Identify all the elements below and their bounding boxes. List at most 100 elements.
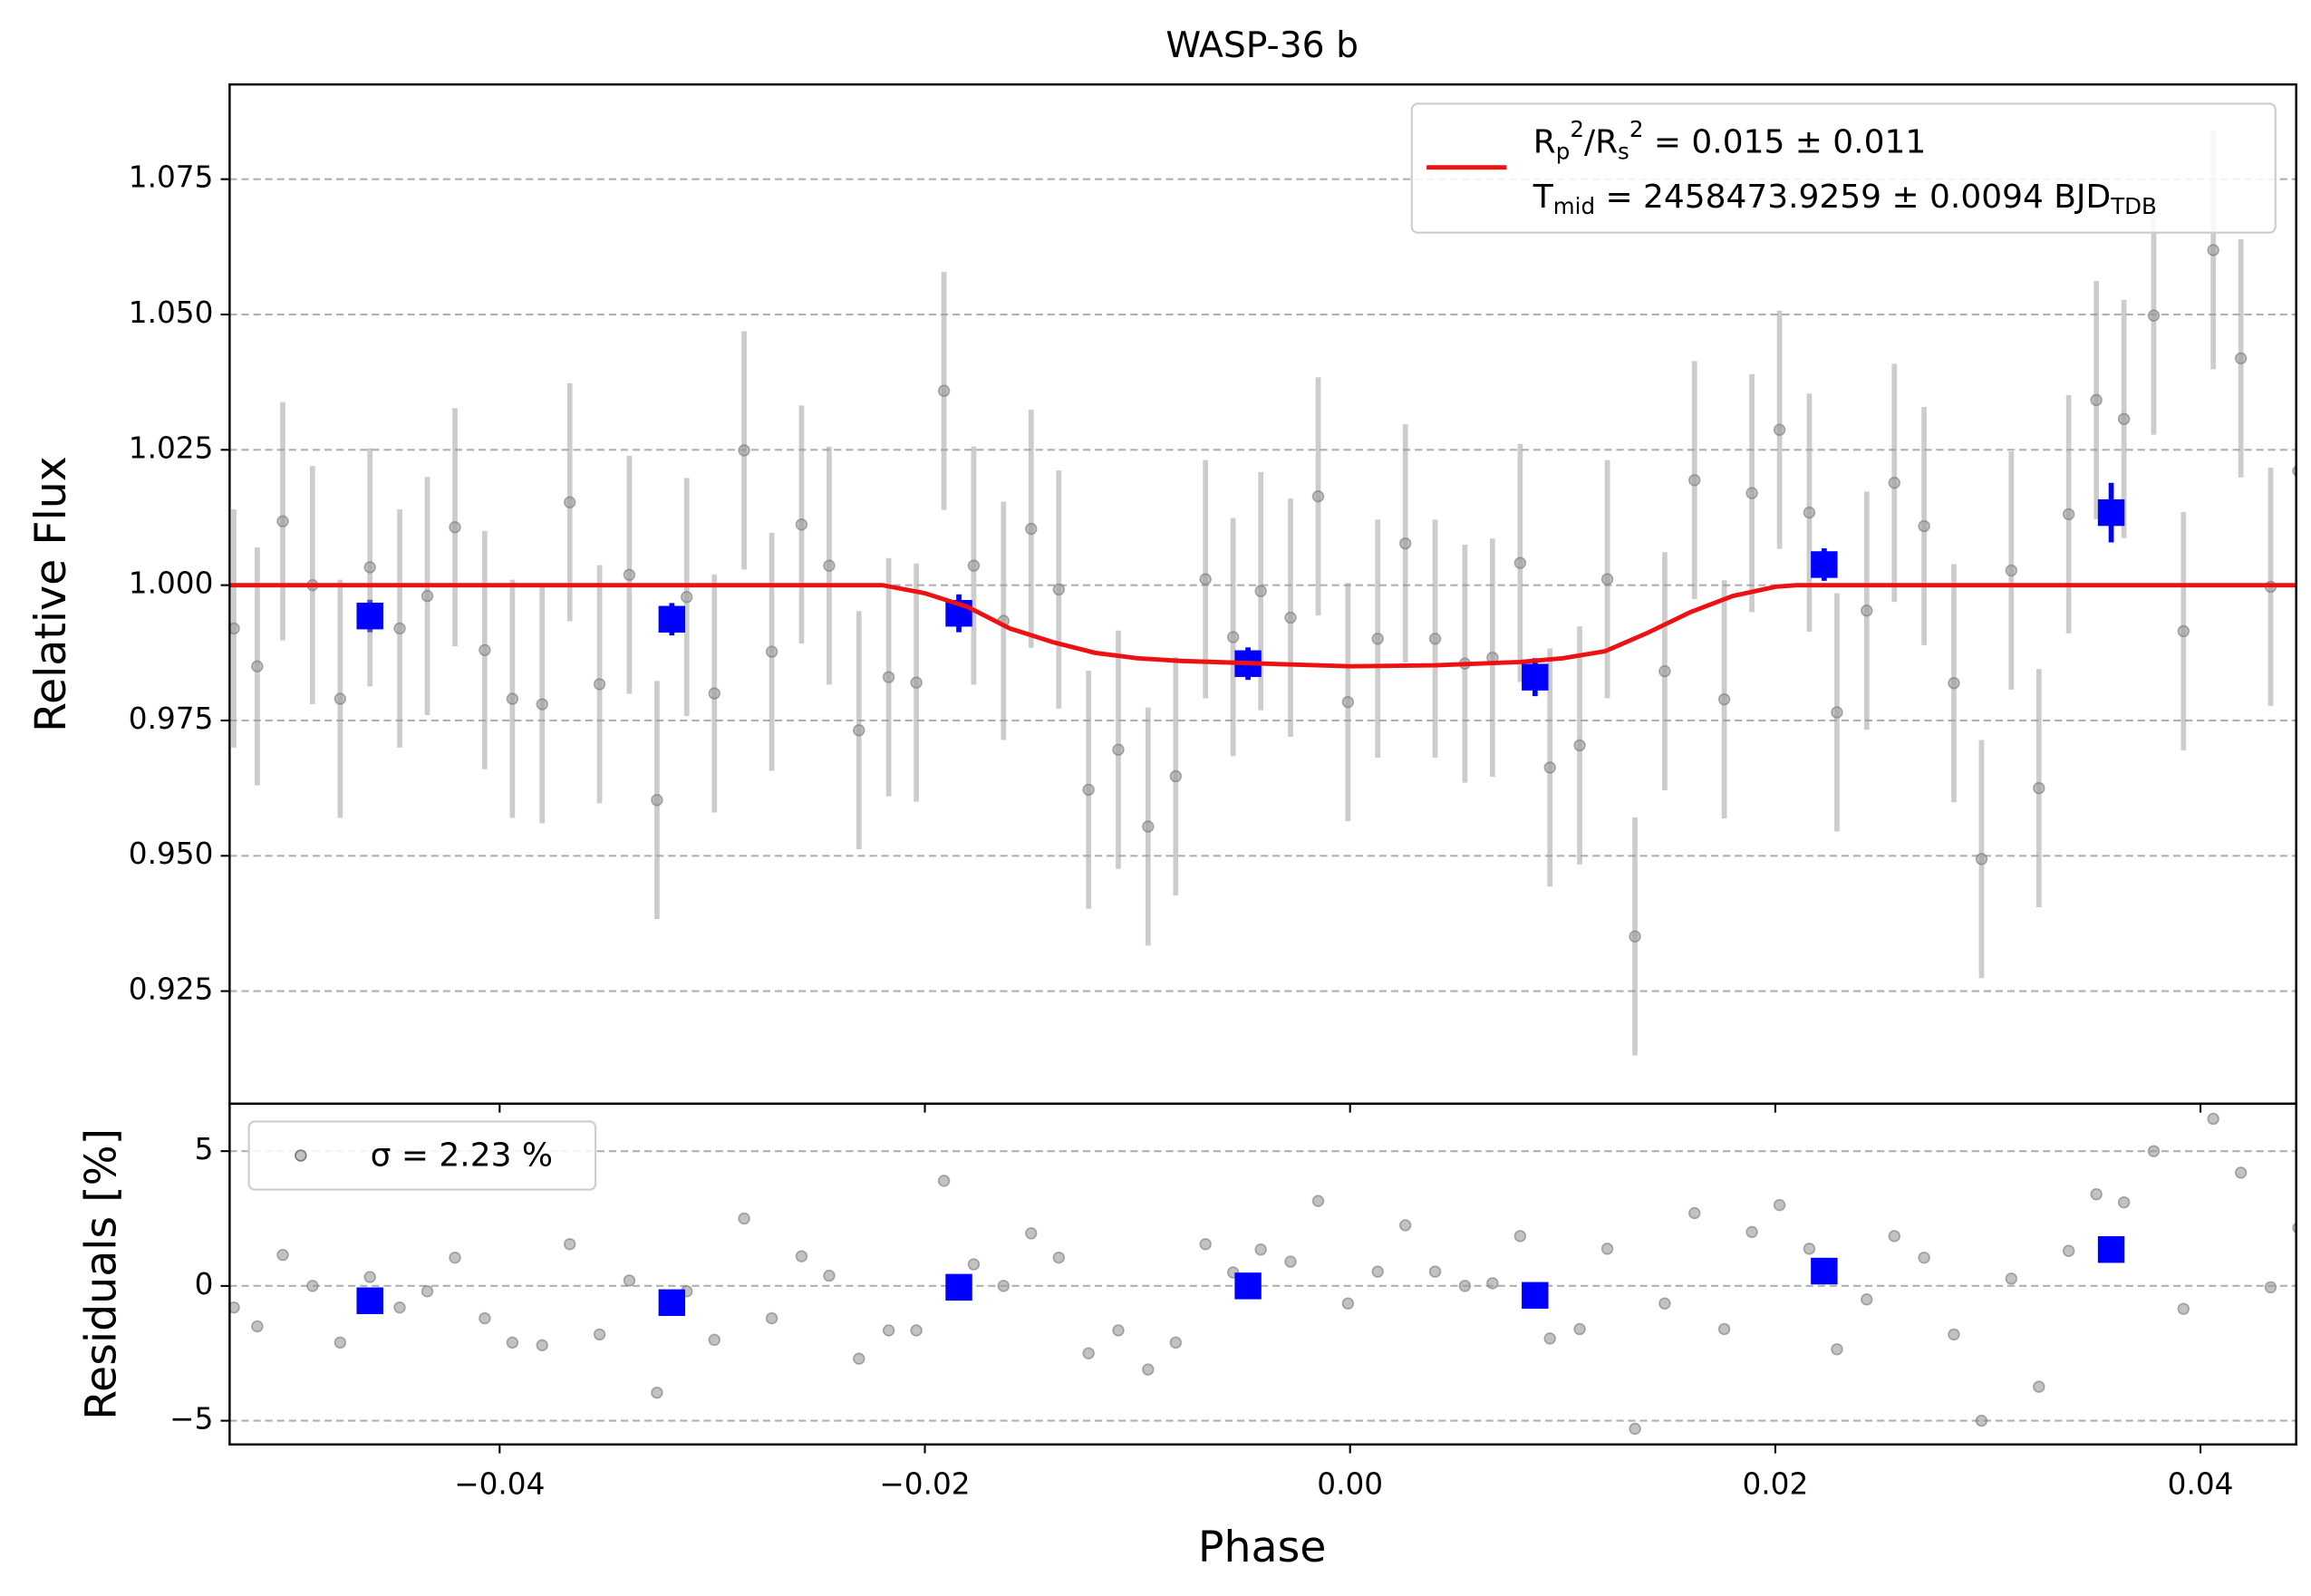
data-point xyxy=(2033,781,2045,795)
x-tick-label: −0.02 xyxy=(879,1467,970,1502)
data-point xyxy=(1888,1230,1900,1243)
data-point xyxy=(1600,573,1614,585)
data-point xyxy=(1803,1243,1816,1255)
data-point xyxy=(2207,244,2219,256)
x-tick-label: 0.00 xyxy=(1317,1467,1383,1502)
chart-title: WASP-36 b xyxy=(1165,25,1359,66)
data-point xyxy=(1254,585,1267,597)
binned-point xyxy=(356,1287,383,1314)
plot-area xyxy=(229,131,2296,1056)
y-tick-label: −5 xyxy=(169,1402,213,1436)
y-axis-label: Relative Flux xyxy=(26,456,76,732)
data-point xyxy=(593,678,606,691)
data-point xyxy=(334,1336,347,1349)
data-point xyxy=(997,1280,1010,1292)
data-point xyxy=(1254,1243,1267,1256)
data-point xyxy=(1513,1230,1527,1243)
data-point xyxy=(2264,1281,2277,1294)
data-point xyxy=(1888,477,1900,489)
data-point xyxy=(536,1339,548,1352)
data-point xyxy=(1052,1251,1065,1264)
data-point xyxy=(1688,474,1701,487)
data-point xyxy=(1284,611,1297,624)
data-point xyxy=(1543,761,1556,774)
axes-frame xyxy=(228,1102,2297,1446)
data-point xyxy=(421,1285,434,1298)
data-point xyxy=(708,687,720,700)
data-point xyxy=(765,645,778,658)
data-point xyxy=(2090,1188,2103,1201)
data-point xyxy=(506,692,519,705)
data-point xyxy=(1918,1251,1930,1264)
data-point xyxy=(2234,1166,2248,1179)
data-point xyxy=(967,1258,981,1271)
x-axis-label: Phase xyxy=(1198,1523,1327,1572)
data-point xyxy=(882,1324,895,1337)
data-point xyxy=(1573,739,1586,752)
data-point xyxy=(1341,1297,1355,1310)
data-point xyxy=(1398,537,1412,550)
data-point xyxy=(2147,1145,2161,1157)
data-point xyxy=(593,1328,606,1341)
binned-point xyxy=(1522,1282,1549,1309)
data-point xyxy=(1052,583,1065,596)
data-point xyxy=(2005,1272,2017,1285)
y-tick-label: 0.925 xyxy=(129,972,214,1007)
data-point xyxy=(937,1175,951,1187)
binned-point xyxy=(658,605,686,633)
data-point xyxy=(882,671,895,683)
data-point xyxy=(251,1320,264,1333)
data-point xyxy=(276,515,289,527)
data-point xyxy=(1975,853,1988,866)
y-tick-label: 0.950 xyxy=(129,837,214,871)
data-point xyxy=(1831,706,1843,719)
data-point xyxy=(1629,930,1641,943)
data-point xyxy=(1717,1322,1731,1336)
binned-point xyxy=(658,1289,686,1317)
y-tick-label: 1.050 xyxy=(129,295,214,330)
data-point xyxy=(1573,1322,1586,1336)
data-point xyxy=(1311,489,1325,503)
data-point xyxy=(795,1250,808,1262)
legend-label: Rp2/Rs2 = 0.015 ± 0.011 xyxy=(1533,116,1926,165)
data-point xyxy=(276,1248,289,1262)
data-point xyxy=(306,1280,319,1292)
data-point xyxy=(536,698,548,711)
data-point xyxy=(1773,423,1786,436)
data-point xyxy=(1398,1219,1412,1232)
data-point xyxy=(738,444,750,457)
y-tick-label: 0.975 xyxy=(129,701,214,736)
data-point xyxy=(393,622,406,635)
data-point xyxy=(1629,1422,1641,1436)
y-tick-label: 1.025 xyxy=(129,430,214,465)
data-point xyxy=(1948,677,1960,690)
data-point xyxy=(795,518,808,531)
data-point xyxy=(1861,1293,1873,1306)
model-line xyxy=(229,583,2296,669)
binned-point xyxy=(1234,1272,1262,1300)
data-point xyxy=(2005,564,2017,577)
data-point xyxy=(2117,412,2131,425)
data-point xyxy=(1458,1280,1472,1292)
data-point xyxy=(765,1311,778,1325)
data-point xyxy=(449,521,461,534)
legend-label: σ = 2.23 % xyxy=(371,1137,553,1175)
y-tick-label: 1.075 xyxy=(129,160,214,195)
data-point xyxy=(823,559,836,572)
data-point xyxy=(651,794,663,807)
data-point xyxy=(564,1238,576,1251)
data-point xyxy=(1543,1332,1556,1345)
data-point xyxy=(1199,573,1212,585)
data-point xyxy=(1169,769,1183,783)
data-point xyxy=(1803,506,1816,519)
data-point xyxy=(1082,1347,1095,1359)
data-point xyxy=(1341,695,1355,709)
data-point xyxy=(910,1324,923,1337)
data-point xyxy=(1658,664,1671,678)
legend-swatch xyxy=(295,1149,307,1162)
data-point xyxy=(1142,1363,1155,1376)
data-point xyxy=(738,1212,750,1225)
y-tick-label: 5 xyxy=(195,1132,214,1166)
